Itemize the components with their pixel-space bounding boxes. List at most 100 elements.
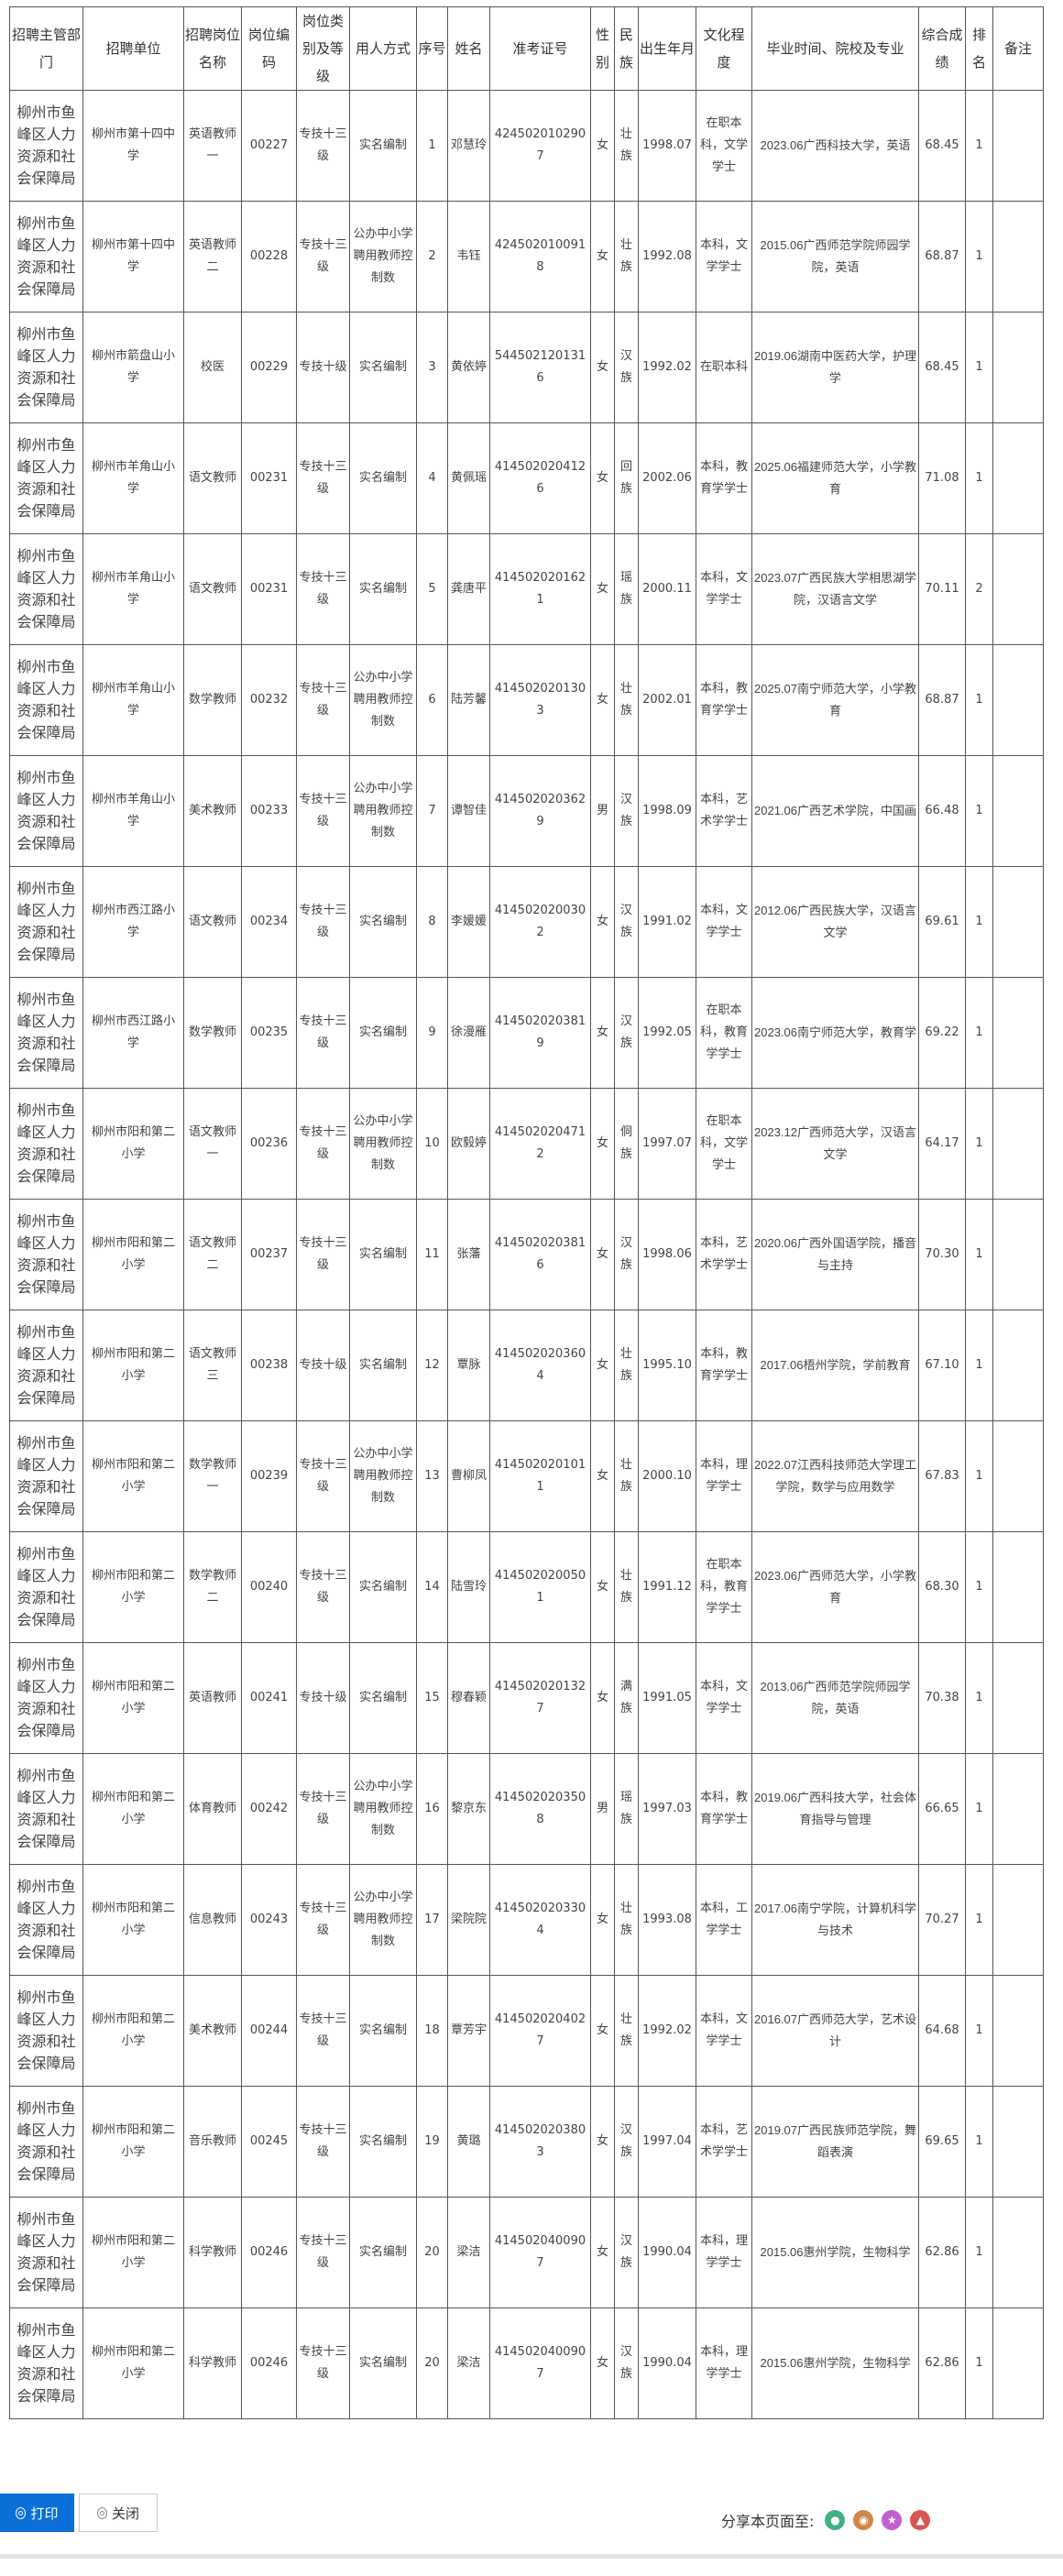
table-row: 柳州市鱼峰区人力资源和社会保障局 柳州市西江路小学 数学教师 00235 专技十三级 实名… xyxy=(9,977,1044,1089)
cell-education: 本科，文学学士 xyxy=(696,201,752,312)
cell-remark xyxy=(992,2086,1044,2198)
cell-seq: 13 xyxy=(416,1420,448,1532)
cell-education: 在职本科，文学学士 xyxy=(696,90,752,202)
cell-remark xyxy=(992,90,1044,202)
cell-post-level: 专技十级 xyxy=(296,312,350,423)
cell-ethnicity: 壮族 xyxy=(614,644,639,756)
cell-score: 70.27 xyxy=(918,1864,966,1976)
cell-post: 美术教师 xyxy=(183,755,242,867)
cell-gender: 女 xyxy=(590,1864,615,1976)
cell-post: 数学教师二 xyxy=(183,1531,242,1643)
cell-ethnicity: 壮族 xyxy=(614,90,639,202)
close-label: 关闭 xyxy=(111,2505,139,2522)
cell-ethnicity: 汉族 xyxy=(614,2307,639,2419)
header-dept: 招聘主管部门 xyxy=(9,6,83,91)
wechat-icon[interactable]: ● xyxy=(825,2510,846,2530)
cell-post-code: 00241 xyxy=(241,1642,297,1754)
cell-name: 曹柳凤 xyxy=(447,1420,490,1532)
header-post-level: 岗位类别及等级 xyxy=(296,6,350,91)
cell-exam-number: 4145020201303 xyxy=(489,644,591,756)
cell-post: 语文教师一 xyxy=(183,1088,242,1200)
cell-graduation: 2023.12广西师范大学，汉语言文学 xyxy=(751,1088,919,1200)
weibo-icon[interactable]: ◉ xyxy=(853,2510,874,2530)
cell-dept: 柳州市鱼峰区人力资源和社会保障局 xyxy=(9,866,83,978)
cell-seq: 3 xyxy=(416,312,448,423)
close-button[interactable]: 关闭 xyxy=(79,2494,158,2532)
cell-birth: 1997.04 xyxy=(638,2086,696,2198)
cell-education: 本科，文学学士 xyxy=(696,1642,752,1754)
cell-post: 语文教师三 xyxy=(183,1310,242,1421)
cell-gender: 女 xyxy=(590,644,615,756)
cell-graduation: 2025.06福建师范大学，小学教育 xyxy=(751,422,919,534)
bottom-divider xyxy=(0,2554,1063,2559)
cell-post-code: 00244 xyxy=(241,1975,297,2087)
cell-post: 语文教师 xyxy=(183,422,242,534)
cell-employment-type: 公办中小学聘用教师控制数 xyxy=(349,1753,417,1865)
cell-unit: 柳州市第十四中学 xyxy=(82,90,184,202)
table-row: 柳州市鱼峰区人力资源和社会保障局 柳州市阳和第二小学 科学教师 00246 专技十三级实… xyxy=(9,2307,1044,2419)
header-score: 综合成绩 xyxy=(918,6,966,91)
cell-exam-number: 4145020400907 xyxy=(489,2197,591,2308)
cell-name: 陆雪玲 xyxy=(447,1531,490,1643)
qzone-icon[interactable]: ★ xyxy=(882,2510,903,2530)
cell-education: 在职本科，教育学学士 xyxy=(696,1531,752,1643)
cell-birth: 1993.08 xyxy=(638,1864,696,1976)
cell-seq: 16 xyxy=(416,1753,448,1865)
cell-post: 美术教师 xyxy=(183,1975,242,2087)
cell-post-level: 专技十三级 xyxy=(296,1531,350,1643)
cell-unit: 柳州市阳和第二小学 xyxy=(82,1753,184,1865)
cell-unit: 柳州市阳和第二小学 xyxy=(82,1310,184,1421)
share-label: 分享本页面至: xyxy=(721,2513,815,2530)
cell-education: 在职本科，文学学士 xyxy=(696,1088,752,1200)
cell-post-level: 专技十三级 xyxy=(296,644,350,756)
cell-post-code: 00237 xyxy=(241,1199,297,1310)
cell-education: 本科，教育学学士 xyxy=(696,644,752,756)
cell-employment-type: 公办中小学聘用教师控制数 xyxy=(349,644,417,756)
cell-education: 本科，文学学士 xyxy=(696,1975,752,2087)
cell-graduation: 2017.06南宁学院，计算机科学与技术 xyxy=(751,1864,919,1976)
cell-remark xyxy=(992,2197,1044,2308)
cell-employment-type: 公办中小学聘用教师控制数 xyxy=(349,755,417,867)
cell-remark xyxy=(992,1531,1044,1643)
cell-score: 66.48 xyxy=(918,755,966,867)
table-row: 柳州市鱼峰区人力资源和社会保障局 柳州市羊角山小学 美术教师 00233 专技十三级 公办… xyxy=(9,755,1044,867)
cell-name: 黄依婷 xyxy=(447,312,490,423)
cell-score: 68.30 xyxy=(918,1531,966,1643)
qq-icon[interactable]: ▲ xyxy=(910,2510,931,2530)
table-row: 柳州市鱼峰区人力资源和社会保障局 柳州市阳和第二小学 科学教师 00246 专技十三级实… xyxy=(9,2197,1044,2308)
cell-post-code: 00240 xyxy=(241,1531,297,1643)
cell-name: 徐漫雁 xyxy=(447,977,490,1089)
cell-seq: 1 xyxy=(416,90,448,202)
cell-name: 陆芳馨 xyxy=(447,644,490,756)
header-post-code: 岗位编码 xyxy=(241,6,297,91)
cell-birth: 1992.05 xyxy=(638,977,696,1089)
cell-gender: 男 xyxy=(590,1753,615,1865)
cell-birth: 1998.07 xyxy=(638,90,696,202)
cell-name: 张藩 xyxy=(447,1199,490,1310)
cell-post: 英语教师一 xyxy=(183,90,242,202)
cell-post-code: 00227 xyxy=(241,90,297,202)
cell-remark xyxy=(992,1975,1044,2087)
print-button[interactable]: 打印 xyxy=(0,2494,74,2532)
cell-unit: 柳州市阳和第二小学 xyxy=(82,1642,184,1754)
cell-post: 语文教师 xyxy=(183,533,242,645)
cell-gender: 男 xyxy=(590,755,615,867)
cell-ethnicity: 汉族 xyxy=(614,755,639,867)
cell-name: 李媛媛 xyxy=(447,866,490,978)
cell-dept: 柳州市鱼峰区人力资源和社会保障局 xyxy=(9,533,83,645)
cell-gender: 女 xyxy=(590,312,615,423)
cell-post-code: 00235 xyxy=(241,977,297,1089)
cell-education: 本科，艺术学学士 xyxy=(696,1199,752,1310)
cell-post-code: 00231 xyxy=(241,422,297,534)
cell-unit: 柳州市阳和第二小学 xyxy=(82,2197,184,2308)
cell-graduation: 2012.06广西民族大学，汉语言文学 xyxy=(751,866,919,978)
cell-ethnicity: 汉族 xyxy=(614,2197,639,2308)
cell-dept: 柳州市鱼峰区人力资源和社会保障局 xyxy=(9,1642,83,1754)
table-row: 柳州市鱼峰区人力资源和社会保障局 柳州市阳和第二小学 语文教师一 00236 专技十三级… xyxy=(9,1088,1044,1200)
cell-score: 62.86 xyxy=(918,2197,966,2308)
cell-post-level: 专技十三级 xyxy=(296,977,350,1089)
table-row: 柳州市鱼峰区人力资源和社会保障局 柳州市第十四中学 英语教师一 00227 专技十三级实… xyxy=(9,90,1044,202)
cell-remark xyxy=(992,1864,1044,1976)
header-post: 招聘岗位名称 xyxy=(183,6,242,91)
cell-remark xyxy=(992,977,1044,1089)
